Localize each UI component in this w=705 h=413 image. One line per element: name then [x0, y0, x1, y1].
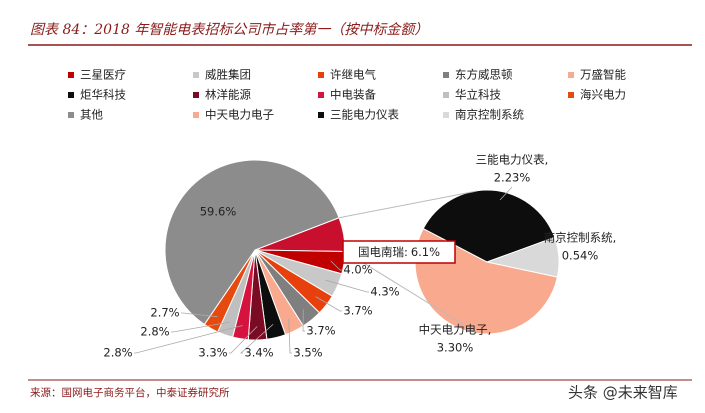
legend-label: 三星医疗: [80, 68, 126, 82]
sub-label-name: 三能电力仪表,: [476, 153, 549, 167]
connector: [338, 190, 478, 219]
legend-label: 南京控制系统: [455, 108, 524, 122]
leader-line: [325, 279, 369, 293]
label-box: [342, 240, 456, 264]
leader-line: [134, 325, 243, 354]
legend-label: 东方威思顿: [455, 68, 513, 82]
leader-line: [229, 326, 258, 354]
legend-label: 威胜集团: [205, 68, 251, 82]
legend-label: 三能电力仪表: [330, 108, 399, 122]
legend-marker: [318, 92, 324, 98]
legend-marker: [443, 92, 449, 98]
split-value: 6.1%: [411, 245, 440, 259]
legend-label: 中电装备: [330, 88, 376, 102]
split-label: 国电南瑞: 6.1%: [358, 245, 440, 259]
leader-line: [499, 186, 513, 201]
legend-label: 中天电力电子: [205, 108, 274, 122]
legend-label: 华立科技: [455, 88, 501, 102]
data-label: 3.7%: [343, 304, 372, 318]
legend-label: 海兴电力: [580, 88, 626, 102]
data-label: 2.8%: [103, 346, 132, 360]
legend-label: 炬华科技: [80, 88, 126, 102]
data-label: 2.8%: [140, 325, 169, 339]
source: 来源：国网电子商务平台，中泰证券研究所: [30, 386, 230, 399]
data-label: 3.4%: [244, 346, 273, 360]
legend-marker: [443, 72, 449, 78]
legend-marker: [318, 72, 324, 78]
watermark: 头条 @未来智库: [568, 384, 678, 402]
sub-label-value: 2.23%: [494, 171, 531, 185]
legend-marker: [68, 72, 74, 78]
legend-label: 林洋能源: [205, 88, 251, 102]
sub-label-name: 南京控制系统,: [544, 231, 617, 245]
leader-line: [239, 324, 274, 354]
legend-label: 许继电气: [330, 68, 376, 82]
legend-label: 其他: [80, 108, 103, 122]
data-label: 3.7%: [306, 324, 335, 338]
legend-marker: [193, 112, 199, 118]
leader-line: [302, 309, 305, 332]
leader-line: [171, 321, 230, 333]
leader-line: [330, 260, 342, 271]
legend-marker: [68, 112, 74, 118]
legend-marker: [193, 92, 199, 98]
sub-label-value: 3.30%: [437, 341, 474, 355]
leader-line: [288, 318, 292, 354]
data-label: 4.3%: [370, 285, 399, 299]
legend-marker: [193, 72, 199, 78]
pie-slice: [164, 159, 340, 326]
legend-marker: [568, 92, 574, 98]
legend-marker: [318, 112, 324, 118]
connector: [344, 251, 478, 334]
sub-label-value: 0.54%: [562, 249, 599, 263]
leader-line: [181, 312, 218, 318]
chart-title: 图表 84：2018 年智能电表招标公司市占率第一（按中标金额）: [30, 22, 428, 38]
split-name: 国电南瑞:: [358, 245, 408, 259]
data-label: 4.0%: [343, 263, 372, 277]
data-label: 3.5%: [293, 346, 322, 360]
sub-pie-slice: [485, 236, 560, 278]
data-label: 59.6%: [200, 205, 237, 219]
legend-label: 万盛智能: [580, 68, 626, 82]
legend-marker: [443, 112, 449, 118]
data-label: 2.7%: [150, 306, 179, 320]
leader-line: [315, 296, 342, 312]
legend-marker: [68, 92, 74, 98]
sub-pie-slice: [422, 189, 556, 263]
legend-marker: [568, 72, 574, 78]
data-label: 3.3%: [198, 346, 227, 360]
sub-label-name: 中天电力电子,: [419, 323, 492, 337]
